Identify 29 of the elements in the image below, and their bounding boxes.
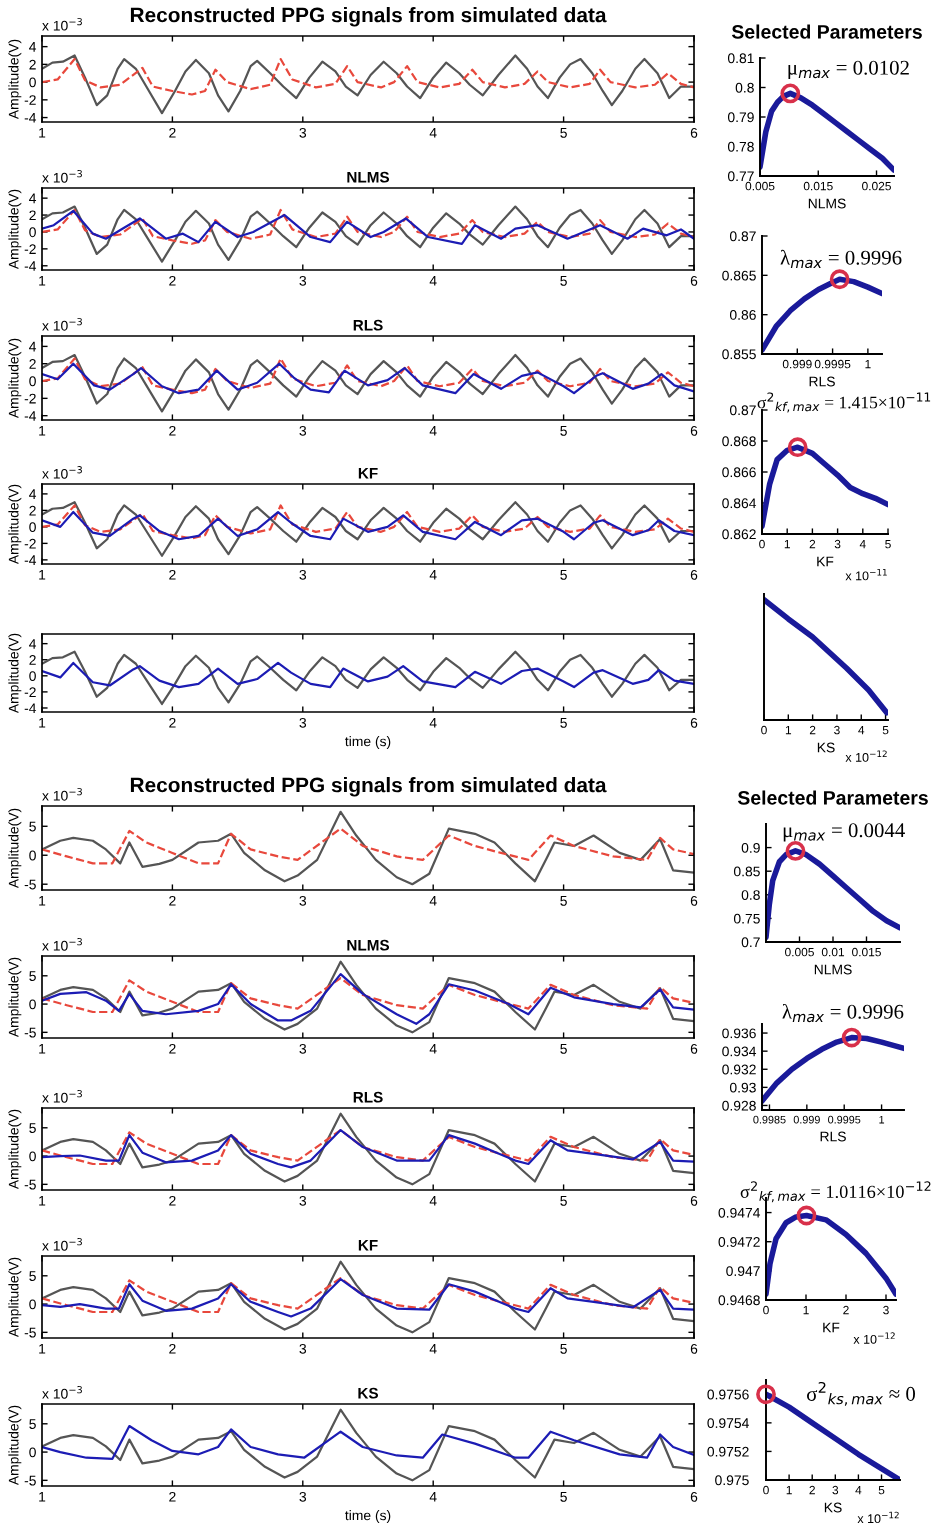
line-series xyxy=(42,510,694,541)
line-series xyxy=(42,810,694,886)
text: λ$_{max}$ = 0.9996 xyxy=(782,1003,904,1023)
annotation: μ$_{max}$ = 0.0102 xyxy=(788,60,909,80)
line-series xyxy=(42,1408,694,1482)
line-series xyxy=(42,353,694,413)
annotation: λ$_{max}$ = 0.9996 xyxy=(780,249,902,269)
chart-title: Selected Parameters xyxy=(737,790,928,805)
chart-title: Selected Parameters xyxy=(731,24,922,39)
line-series xyxy=(42,1112,694,1186)
line-series xyxy=(42,501,694,557)
line-series xyxy=(42,972,694,1025)
line-series xyxy=(42,976,694,1014)
chart-title: Reconstructed PPG signals from simulated data xyxy=(130,777,607,797)
line-series xyxy=(42,54,694,115)
line-series xyxy=(42,661,694,689)
chart-title: Reconstructed PPG signals from simulated data xyxy=(130,7,607,27)
annotation: σ$^{2}$$_{ks,max}$ ≈ 0 xyxy=(806,1381,916,1406)
annotation: σ$^{2}$$_{kf,max}$ = 1.415×10$^{−11}$ xyxy=(757,392,931,413)
line-series xyxy=(42,57,694,96)
line-series xyxy=(42,827,694,865)
annotation: σ$^{2}$$_{kf,max}$ = 1.0116×10$^{−12}$ xyxy=(740,1181,931,1203)
line-series xyxy=(42,1260,694,1334)
line-series xyxy=(42,1424,694,1460)
line-series xyxy=(42,205,694,263)
line-series xyxy=(42,650,694,706)
annotation: μ$_{max}$ = 0.0044 xyxy=(783,823,905,842)
line-series xyxy=(42,960,694,1034)
line-series xyxy=(42,504,694,540)
